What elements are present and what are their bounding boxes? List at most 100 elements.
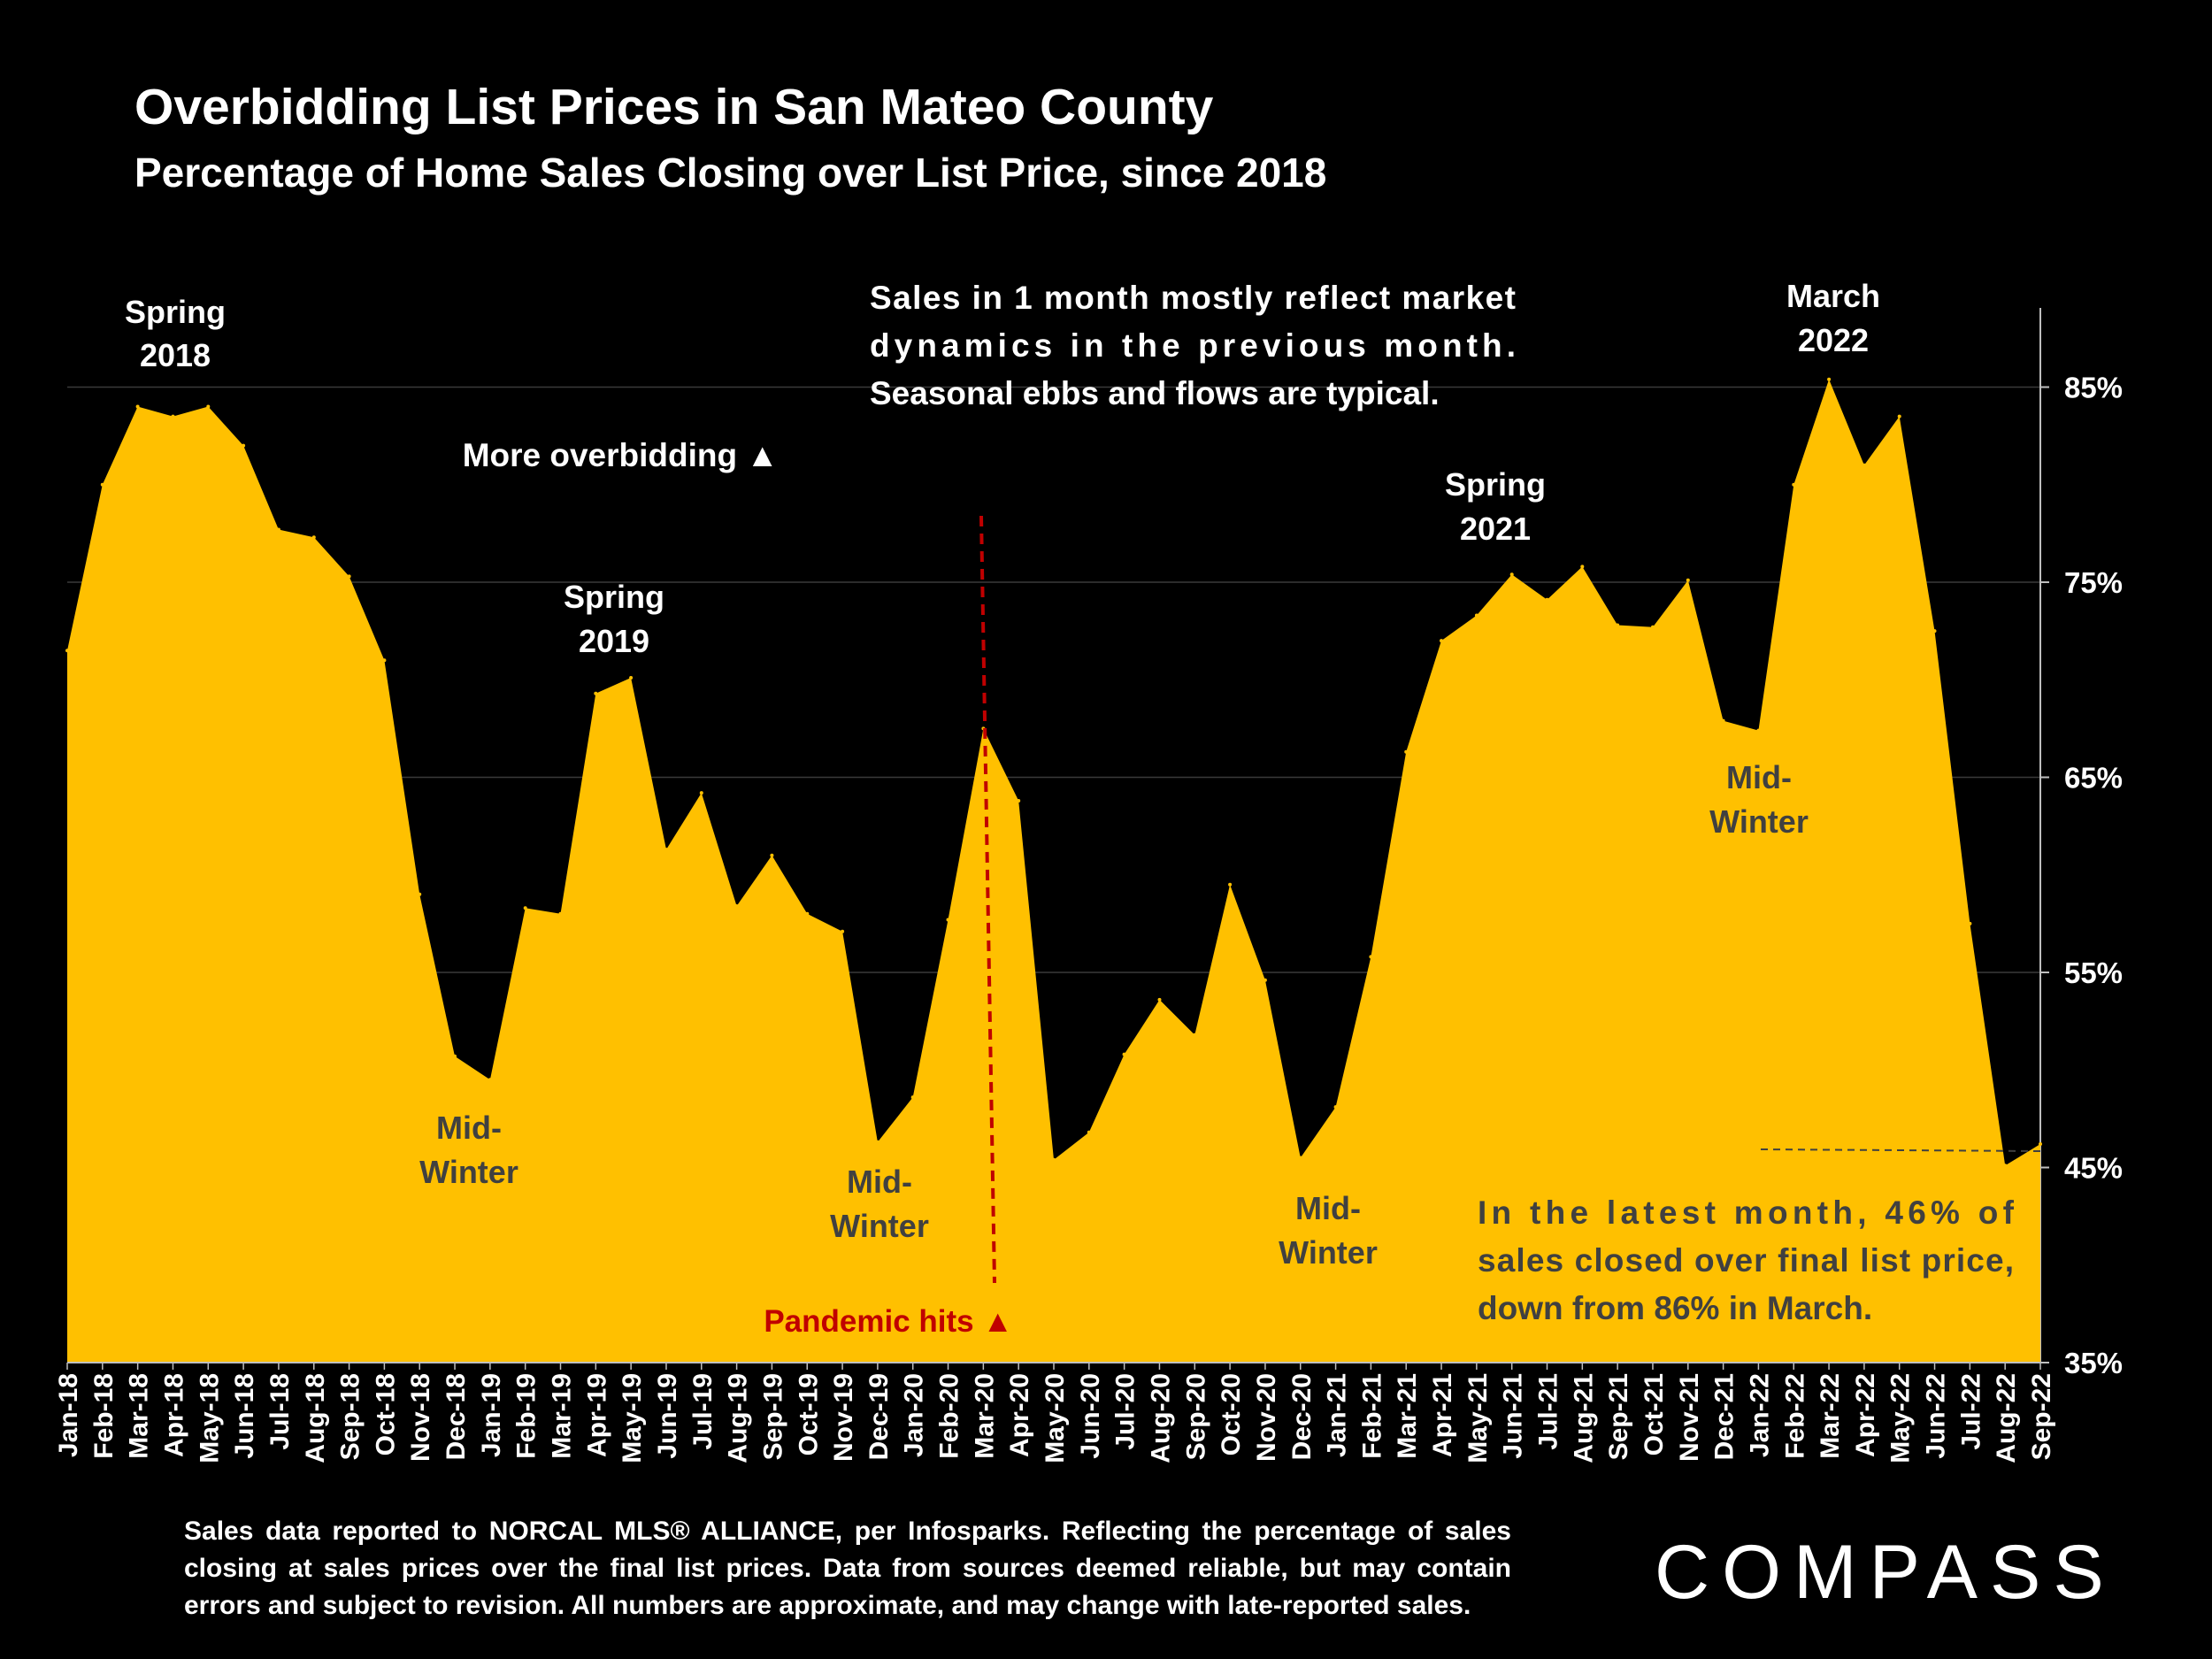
x-tick-label: Feb-19 [512,1373,541,1459]
x-tick-label: Jul-19 [688,1373,718,1450]
data-point [1862,463,1866,467]
x-tick-label: Nov-20 [1252,1373,1281,1462]
data-point [1193,1033,1197,1037]
data-point [311,535,316,540]
data-point [2003,1164,2008,1168]
x-tick-label: Jun-21 [1499,1373,1528,1459]
x-tick-label: Jun-20 [1076,1373,1105,1459]
area-series [67,379,2040,1363]
latest-reference-line [1760,1148,2041,1152]
data-point [1333,1105,1338,1110]
compass-logo: COMPASS [1655,1530,2116,1615]
x-tick-label: Jan-20 [900,1373,929,1457]
data-point [841,929,845,933]
data-point [558,911,563,916]
data-point [100,482,104,487]
data-point [2039,1142,2042,1146]
annotation-seasonal-note: dynamics in the previous month. [870,327,1516,364]
data-point [276,527,280,532]
x-tick-label: May-20 [1041,1373,1070,1463]
y-tick-label: 75% [2064,566,2123,599]
data-point [65,649,69,653]
annotation-fall-2020: 2020 [1199,824,1270,860]
data-point [946,918,950,922]
y-tick-label: 85% [2064,372,2123,404]
data-point [1122,1052,1126,1056]
data-point [664,848,668,852]
annotation-spring-2021: 2021 [1460,511,1531,547]
data-point [382,658,387,663]
x-tick-label: Apr-21 [1428,1373,1457,1457]
page-title: Overbidding List Prices in San Mateo Cou… [134,79,1214,135]
x-tick-label: Nov-18 [406,1373,435,1462]
x-tick-label: Aug-18 [301,1373,330,1463]
source-footnote: Sales data reported to NORCAL MLS® ALLIA… [184,1517,1511,1620]
data-point [1440,639,1443,643]
x-tick-label: Sep-21 [1604,1373,1633,1460]
data-point [1545,597,1549,602]
annotation-seasonal-note: Sales in 1 month mostly reflect market [870,280,1516,316]
data-point [1686,578,1690,582]
annotation-mid-winter: Winter [1279,1234,1378,1271]
data-point [1721,718,1725,723]
annotation-latest-month: sales closed over final list price, [1478,1242,2014,1279]
page-subtitle: Percentage of Home Sales Closing over Li… [134,150,1327,196]
data-point [347,574,351,579]
x-tick-label: Mar-19 [548,1373,577,1459]
x-tick-label: Feb-22 [1780,1373,1809,1459]
x-tick-label: Mar-18 [125,1373,154,1459]
y-tick-label: 55% [2064,956,2123,989]
x-tick-label: May-22 [1886,1373,1916,1463]
x-tick-label: Dec-20 [1287,1373,1317,1460]
x-tick-label: Jul-21 [1534,1373,1563,1450]
data-point [1298,1156,1302,1160]
x-tick-label: Jan-22 [1745,1373,1774,1457]
x-tick-label: Jun-18 [230,1373,259,1459]
data-point [1968,921,1972,926]
data-point [1087,1130,1091,1134]
data-point [1017,799,1021,803]
annotation-march-2022: March [1786,278,1880,314]
annotation-mid-winter: Mid- [436,1110,502,1146]
data-point [1474,613,1479,618]
data-point [1052,1157,1056,1162]
data-point [523,906,527,910]
annotation-spring-2021: Spring [1445,466,1546,503]
x-tick-label: Feb-21 [1357,1373,1386,1459]
data-point [699,791,703,795]
data-point [770,853,774,857]
data-point [1263,978,1267,982]
x-tick-label: Dec-21 [1710,1373,1740,1460]
data-point [910,1095,915,1100]
annotation-spring-2019: 2019 [579,623,649,659]
x-tick-label: May-21 [1463,1373,1493,1463]
x-tick-label: Dec-18 [442,1373,471,1460]
annotation-fall-2020: Fall [1207,780,1262,816]
data-point [1369,955,1373,959]
data-point [418,892,422,896]
annotation-spring-2019: Spring [564,579,664,615]
annotation-seasonal-note: Seasonal ebbs and flows are typical. [870,375,1440,411]
data-point [1827,377,1832,381]
x-tick-label: Jan-21 [1323,1373,1352,1457]
x-tick-label: Aug-22 [1992,1373,2021,1463]
x-tick-label: Jul-20 [1111,1373,1141,1450]
annotation-mid-winter: Mid- [847,1164,912,1200]
x-tick-label: Jun-19 [653,1373,682,1459]
data-point [734,904,739,908]
annotation-mid-winter: Winter [830,1208,929,1244]
annotation-pandemic-hits: Pandemic hits ▲ [764,1304,1013,1339]
x-tick-label: Sep-20 [1181,1373,1210,1460]
data-point [171,414,175,419]
x-tick-label: May-18 [195,1373,224,1463]
x-tick-label: Jul-18 [265,1373,295,1450]
x-tick-label: Jan-19 [477,1373,506,1457]
x-tick-label: Jun-22 [1922,1373,1951,1459]
annotation-mid-winter: Mid- [1726,759,1792,795]
annotation-spring-2018: 2018 [140,337,211,373]
x-tick-label: Mar-22 [1816,1373,1845,1459]
x-tick-label: Aug-21 [1569,1373,1598,1463]
data-point [875,1140,879,1144]
annotation-more-overbidding: More overbidding ▲ [463,437,779,473]
